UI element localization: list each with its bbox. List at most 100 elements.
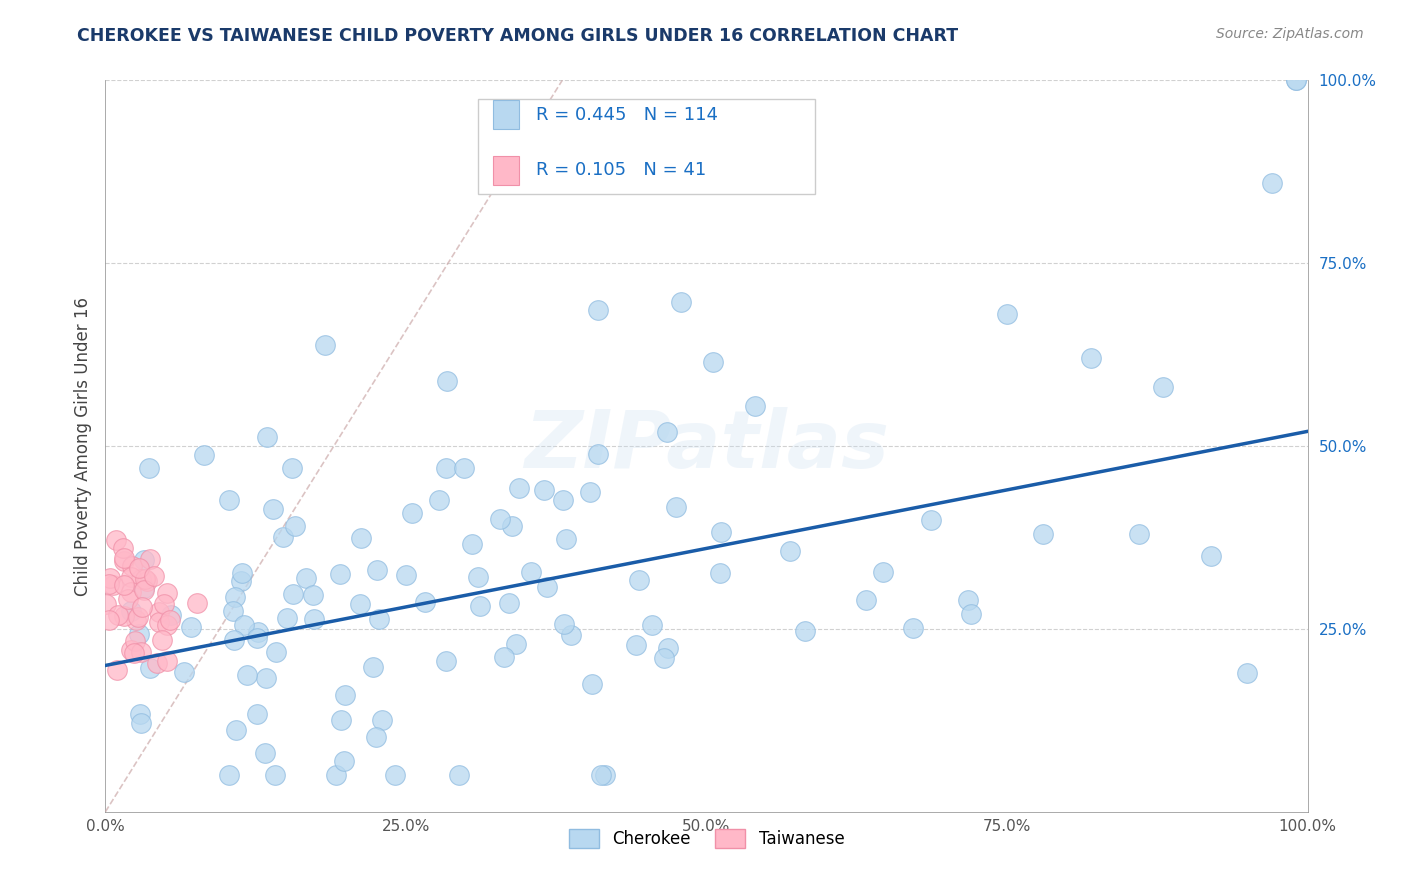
Point xyxy=(143,569,166,583)
Point xyxy=(1284,73,1306,87)
Point xyxy=(519,565,541,579)
Point xyxy=(145,657,167,671)
Point xyxy=(138,461,160,475)
Text: R = 0.445   N = 114: R = 0.445 N = 114 xyxy=(536,105,718,124)
Point xyxy=(624,638,647,652)
Point xyxy=(156,586,179,600)
Point xyxy=(256,430,278,444)
Point xyxy=(129,645,152,659)
Point xyxy=(105,533,128,547)
Point xyxy=(427,493,450,508)
Point xyxy=(98,613,121,627)
Point xyxy=(671,294,693,309)
Point xyxy=(128,561,150,575)
Point xyxy=(657,640,679,655)
Text: Source: ZipAtlas.com: Source: ZipAtlas.com xyxy=(1216,27,1364,41)
Point xyxy=(273,530,295,544)
Point xyxy=(553,617,575,632)
Point xyxy=(1128,526,1150,541)
Point xyxy=(225,723,247,737)
Point xyxy=(111,541,134,555)
Point xyxy=(492,649,515,664)
Point xyxy=(132,581,155,595)
Point xyxy=(131,599,153,614)
Point xyxy=(112,578,135,592)
Point xyxy=(333,688,356,702)
Point xyxy=(956,593,979,607)
Point xyxy=(246,707,269,722)
Point xyxy=(231,566,253,580)
Point xyxy=(281,461,304,475)
Point xyxy=(461,537,484,551)
Point xyxy=(505,637,527,651)
Point xyxy=(710,524,733,539)
Point xyxy=(218,768,240,782)
Point xyxy=(132,553,155,567)
Point xyxy=(793,624,815,638)
FancyBboxPatch shape xyxy=(492,155,519,185)
Point xyxy=(125,613,148,627)
Point xyxy=(121,559,143,574)
Point xyxy=(112,551,135,566)
Point xyxy=(329,567,352,582)
Point xyxy=(276,610,298,624)
Point xyxy=(779,543,801,558)
Point xyxy=(180,619,202,633)
Point xyxy=(508,481,530,495)
Point xyxy=(589,768,612,782)
Point xyxy=(366,563,388,577)
Point xyxy=(262,502,284,516)
Point xyxy=(901,621,924,635)
Point xyxy=(254,671,277,685)
Point xyxy=(586,302,609,317)
Point xyxy=(449,768,471,782)
Point xyxy=(129,706,152,721)
Point xyxy=(301,589,323,603)
Point xyxy=(1284,73,1306,87)
Point xyxy=(453,461,475,475)
Point xyxy=(349,598,371,612)
Point xyxy=(134,573,156,587)
Point xyxy=(295,571,318,585)
FancyBboxPatch shape xyxy=(492,100,519,129)
Point xyxy=(349,531,371,545)
Point xyxy=(588,447,610,461)
Point xyxy=(127,610,149,624)
Point xyxy=(235,668,257,682)
Point xyxy=(148,605,170,619)
Point xyxy=(655,425,678,439)
Point xyxy=(105,663,128,677)
Point xyxy=(872,566,894,580)
Point xyxy=(581,677,603,691)
Point xyxy=(1201,549,1223,563)
Point xyxy=(112,554,135,568)
Point xyxy=(371,713,394,727)
Point xyxy=(434,461,457,475)
Point xyxy=(156,618,179,632)
Point xyxy=(129,572,152,586)
Point xyxy=(855,593,877,607)
Y-axis label: Child Poverty Among Girls Under 16: Child Poverty Among Girls Under 16 xyxy=(73,296,91,596)
Point xyxy=(578,485,600,500)
Text: R = 0.105   N = 41: R = 0.105 N = 41 xyxy=(536,161,706,179)
Point xyxy=(218,492,240,507)
Point xyxy=(536,580,558,594)
Point xyxy=(368,612,391,626)
Point xyxy=(97,577,120,591)
Point xyxy=(264,768,287,782)
Point xyxy=(186,596,208,610)
Point xyxy=(283,587,305,601)
Point xyxy=(139,552,162,566)
Point xyxy=(333,755,356,769)
Point xyxy=(665,500,688,515)
Point xyxy=(384,768,406,782)
Point xyxy=(702,355,724,369)
Point xyxy=(744,399,766,413)
Point xyxy=(173,665,195,679)
Point xyxy=(413,595,436,609)
Text: CHEROKEE VS TAIWANESE CHILD POVERTY AMONG GIRLS UNDER 16 CORRELATION CHART: CHEROKEE VS TAIWANESE CHILD POVERTY AMON… xyxy=(77,27,959,45)
Point xyxy=(470,599,492,613)
Point xyxy=(1032,526,1054,541)
Point xyxy=(254,746,277,760)
Point xyxy=(124,633,146,648)
